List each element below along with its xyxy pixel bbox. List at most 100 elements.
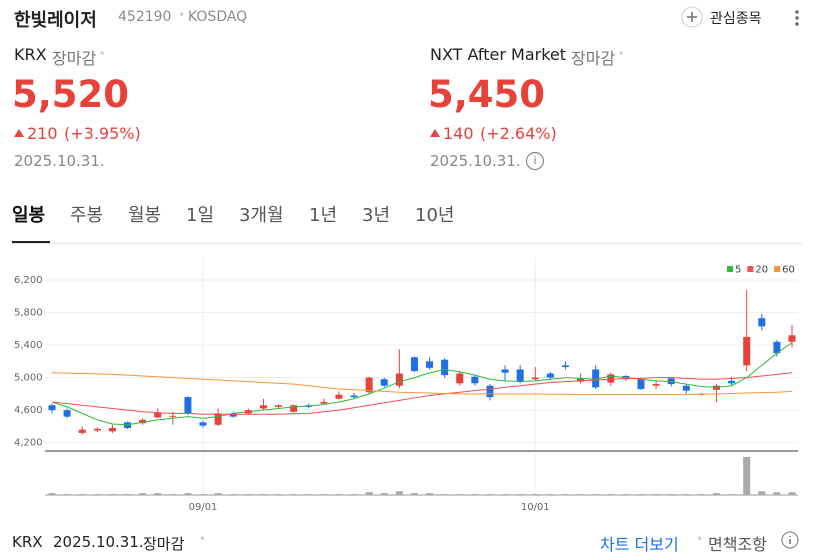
candle-body — [108, 428, 116, 432]
dot: • — [99, 47, 106, 60]
candle-body — [275, 405, 283, 407]
volume-bar — [410, 493, 418, 495]
volume-bar — [124, 494, 132, 495]
price: 5,520 — [12, 73, 130, 116]
volume-bar — [712, 493, 720, 495]
volume-bar — [728, 494, 736, 495]
period-tab[interactable]: 주봉 — [70, 205, 104, 226]
volume-bar — [320, 494, 328, 495]
tab-underline — [12, 241, 50, 243]
volume-bar — [441, 494, 449, 495]
moving-average-line — [51, 372, 793, 415]
period-tab[interactable]: 1일 — [186, 205, 215, 226]
info-icon[interactable] — [780, 530, 800, 550]
footer-status: 장마감 — [143, 535, 185, 553]
period-tab[interactable]: 월봉 — [128, 205, 162, 226]
volume-bar — [395, 491, 403, 495]
period-tab[interactable]: 3개월 — [239, 205, 284, 226]
y-tick-label: 5,400 — [14, 340, 43, 351]
chart-more-link[interactable]: 차트 더보기 — [600, 535, 679, 554]
candle-body — [78, 429, 86, 433]
volume-bar — [169, 494, 177, 495]
period-tab[interactable]: 일봉 — [12, 205, 46, 226]
date: 2025.10.31. — [14, 152, 105, 170]
volume-bar — [259, 494, 267, 495]
volume-bar — [350, 494, 358, 495]
candle-body — [637, 379, 645, 389]
x-tick-label: 10/01 — [521, 502, 550, 513]
candle-body — [516, 369, 524, 382]
y-tick-label: 4,200 — [14, 438, 43, 449]
volume-bar — [667, 494, 675, 495]
candle-body — [607, 374, 615, 383]
legend-label: 5 — [735, 265, 741, 276]
candle-body — [93, 428, 101, 431]
candle-body — [456, 373, 464, 384]
watch-icon[interactable] — [680, 5, 704, 29]
volume-bar — [275, 494, 283, 495]
dot: • — [199, 532, 207, 546]
candle-body — [531, 377, 539, 380]
candle-body — [682, 385, 690, 391]
volume-bar — [471, 494, 479, 495]
volume-bar — [48, 493, 56, 495]
stock-code: 452190 — [118, 9, 172, 25]
volume-bar — [244, 494, 252, 495]
change: 140 — [443, 124, 474, 143]
more-menu[interactable] — [790, 8, 804, 28]
volume-bar — [335, 494, 343, 495]
legend-label: 60 — [782, 265, 795, 276]
volume-bar — [697, 494, 705, 495]
candle-body — [426, 361, 434, 368]
legend-swatch — [727, 266, 733, 272]
candle-body — [577, 378, 585, 382]
candle-body — [410, 357, 418, 372]
candle-body — [743, 336, 751, 366]
period-tab[interactable]: 3년 — [362, 205, 391, 226]
volume-bar — [229, 494, 237, 495]
volume-bar — [516, 494, 524, 495]
volume-bar — [531, 494, 539, 495]
volume-bar — [577, 494, 585, 495]
legend-swatch — [774, 266, 781, 272]
disclaimer-link[interactable]: 면책조항 — [708, 535, 767, 554]
volume-bar — [290, 494, 298, 495]
volume-bar — [305, 494, 313, 495]
volume-bar — [773, 492, 781, 495]
candle-body — [199, 422, 207, 426]
chart: 4,200 4,600 5,000 5,400 5,800 6,200 09/01 10/01… — [14, 258, 798, 513]
volume-bar — [637, 494, 645, 495]
candle-body — [229, 413, 237, 417]
volume-bar — [788, 492, 796, 495]
dot: • — [696, 532, 704, 546]
candle-body — [365, 377, 373, 393]
candle-body — [441, 359, 449, 376]
volume-bar — [365, 492, 373, 495]
dot: • — [618, 47, 625, 60]
watch-button[interactable]: 관심종목 — [710, 11, 762, 27]
y-tick-label: 5,000 — [14, 373, 43, 384]
candle-body — [139, 419, 147, 424]
candle-body — [214, 413, 222, 425]
moving-average-line — [51, 372, 793, 396]
venue: NXT After Market — [430, 45, 567, 64]
candle-body — [290, 405, 298, 412]
period-tab[interactable]: 1년 — [309, 205, 338, 226]
up-arrow — [430, 129, 440, 137]
period-tab[interactable]: 10년 — [415, 205, 455, 226]
candle-body — [380, 379, 388, 386]
up-arrow — [14, 129, 24, 137]
market: KOSDAQ — [188, 9, 248, 25]
candle-body — [471, 376, 479, 384]
candle-body — [561, 365, 569, 368]
candle-body — [169, 415, 177, 417]
x-tick-label: 09/01 — [189, 502, 218, 513]
volume-bar — [78, 494, 86, 495]
date: 2025.10.31. — [430, 152, 521, 170]
dot: • — [178, 8, 186, 22]
candle-body — [728, 380, 736, 384]
y-tick-label: 5,800 — [14, 308, 43, 319]
candle-body — [652, 384, 660, 386]
info-icon[interactable]: i — [526, 152, 544, 170]
